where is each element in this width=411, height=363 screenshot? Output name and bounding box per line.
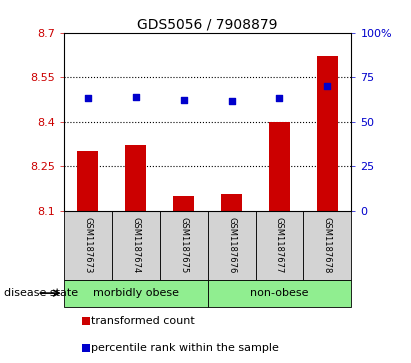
Text: transformed count: transformed count	[91, 316, 195, 326]
Point	[324, 83, 331, 89]
Bar	[316, 56, 338, 211]
Point	[228, 98, 235, 104]
Bar	[208, 280, 351, 307]
Bar	[221, 194, 242, 211]
Bar	[112, 211, 159, 280]
Text: GSM1187676: GSM1187676	[227, 217, 236, 273]
Point	[180, 97, 187, 103]
Bar	[269, 122, 290, 211]
Bar	[173, 196, 194, 211]
Text: morbidly obese: morbidly obese	[92, 288, 179, 298]
Bar	[303, 211, 351, 280]
Bar	[256, 211, 303, 280]
Bar	[159, 211, 208, 280]
Text: percentile rank within the sample: percentile rank within the sample	[91, 343, 279, 354]
Text: GSM1187674: GSM1187674	[131, 217, 140, 273]
Title: GDS5056 / 7908879: GDS5056 / 7908879	[137, 17, 278, 32]
Text: disease state: disease state	[4, 288, 78, 298]
Bar	[125, 145, 146, 211]
Text: GSM1187675: GSM1187675	[179, 217, 188, 273]
Point	[84, 95, 91, 101]
Bar	[77, 151, 99, 211]
Bar	[208, 211, 256, 280]
Text: non-obese: non-obese	[250, 288, 309, 298]
Text: GSM1187673: GSM1187673	[83, 217, 92, 273]
Bar	[64, 280, 208, 307]
Text: GSM1187678: GSM1187678	[323, 217, 332, 273]
Point	[132, 94, 139, 99]
Text: GSM1187677: GSM1187677	[275, 217, 284, 273]
Point	[276, 95, 283, 101]
Bar	[64, 211, 112, 280]
